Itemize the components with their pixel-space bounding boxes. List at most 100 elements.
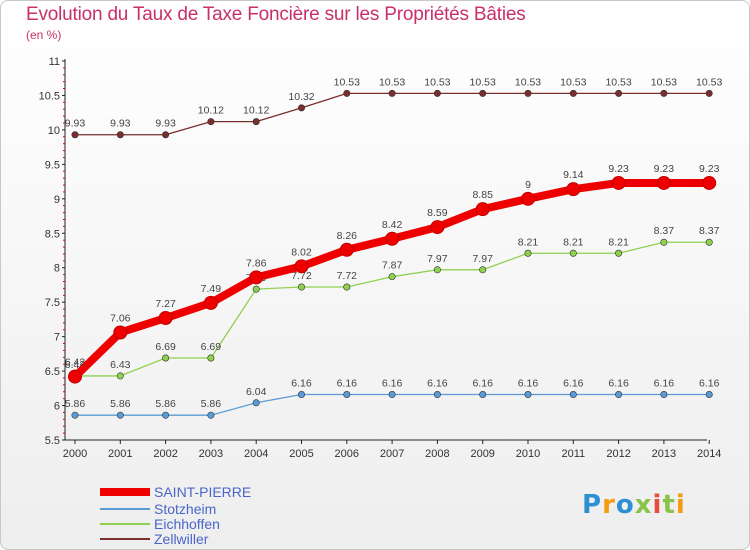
data-point: [252, 118, 260, 126]
data-label: 5.86: [65, 398, 86, 410]
data-point: [343, 391, 351, 399]
data-point: [660, 391, 668, 399]
data-point: [207, 411, 215, 419]
data-point: [433, 391, 441, 399]
y-tick-label: 6: [54, 401, 60, 413]
data-point: [615, 249, 623, 257]
chart-subtitle: (en %): [26, 28, 62, 42]
legend-swatch: [100, 508, 150, 510]
data-label: 9.23: [608, 163, 629, 175]
data-point: [479, 391, 487, 399]
data-label: 9: [525, 179, 531, 191]
data-label: 10.53: [605, 76, 631, 88]
data-point: [569, 391, 577, 399]
data-label: 6.16: [472, 378, 493, 390]
legend-item-saint-pierre[interactable]: SAINT-PIERRE: [100, 484, 300, 500]
data-label: 7.86: [246, 257, 267, 269]
data-point: [656, 175, 671, 190]
data-label: 7.72: [337, 270, 358, 282]
data-label: 6.16: [427, 378, 448, 390]
data-label: 8.02: [291, 246, 312, 258]
x-tick-label: 2007: [380, 448, 404, 460]
legend-label: Zellwiller: [154, 531, 209, 547]
data-label: 7.97: [472, 253, 493, 265]
logo-letter: i: [652, 490, 663, 520]
x-tick-label: 2000: [63, 448, 87, 460]
data-point: [566, 182, 581, 197]
data-point: [433, 266, 441, 274]
y-tick-label: 7: [54, 332, 60, 344]
logo-letter: r: [602, 490, 616, 520]
data-point: [615, 89, 623, 97]
x-tick-label: 2005: [289, 448, 313, 460]
data-label: 8.21: [518, 236, 539, 248]
legend-swatch: [100, 488, 150, 496]
y-tick-label: 10: [48, 125, 60, 137]
x-tick-label: 2014: [697, 448, 721, 460]
data-point: [113, 325, 128, 340]
data-point: [294, 259, 309, 274]
x-tick-label: 2013: [652, 448, 676, 460]
data-point: [524, 391, 532, 399]
data-label: 9.93: [110, 118, 131, 130]
data-point: [479, 266, 487, 274]
data-label: 10.53: [560, 76, 586, 88]
data-label: 8.85: [472, 189, 493, 201]
data-label: 10.53: [424, 76, 450, 88]
data-label: 7.97: [427, 253, 448, 265]
data-point: [207, 118, 215, 126]
data-point: [702, 175, 717, 190]
data-label: 9.93: [65, 118, 86, 130]
data-point: [252, 285, 260, 293]
data-point: [611, 175, 626, 190]
data-label: 5.86: [201, 398, 222, 410]
data-label: 7.27: [155, 298, 176, 310]
data-label: 8.42: [382, 219, 403, 231]
data-label: 10.53: [515, 76, 541, 88]
legend-item-zellwiller[interactable]: Zellwiller: [100, 531, 300, 547]
y-tick-label: 9.5: [45, 159, 60, 171]
data-label: 7.06: [110, 313, 131, 325]
y-tick-label: 11: [49, 56, 60, 68]
data-point: [71, 411, 79, 419]
data-point: [162, 131, 170, 139]
data-point: [524, 89, 532, 97]
x-tick-label: 2008: [425, 448, 449, 460]
x-tick-label: 2004: [244, 448, 268, 460]
data-point: [521, 191, 535, 206]
data-point: [68, 369, 82, 384]
data-label: 6.42: [65, 357, 86, 369]
data-label: 9.14: [563, 169, 584, 181]
data-label: 8.21: [563, 236, 584, 248]
data-label: 8.37: [699, 225, 720, 237]
data-point: [705, 238, 713, 246]
legend-item-eichhoffen[interactable]: Eichhoffen: [100, 516, 300, 532]
data-label: 10.32: [288, 91, 314, 103]
data-point: [249, 270, 264, 285]
data-label: 6.69: [201, 341, 222, 353]
data-point: [388, 273, 396, 281]
chart-title: Evolution du Taux de Taxe Foncière sur l…: [26, 4, 526, 25]
x-tick-label: 2001: [108, 448, 132, 460]
data-point: [660, 238, 668, 246]
data-label: 6.16: [382, 378, 403, 390]
data-point: [475, 202, 490, 217]
x-tick-label: 2002: [153, 448, 177, 460]
data-label: 6.16: [563, 378, 584, 390]
data-label: 8.59: [427, 207, 448, 219]
data-point: [297, 391, 305, 399]
x-tick-label: 2011: [561, 448, 585, 460]
data-point: [479, 89, 487, 97]
data-label: 10.53: [651, 76, 677, 88]
data-point: [207, 354, 215, 362]
legend-item-stotzheim[interactable]: Stotzheim: [100, 501, 300, 517]
data-point: [388, 89, 396, 97]
data-point: [524, 249, 532, 257]
data-label: 10.53: [334, 76, 360, 88]
data-point: [385, 231, 400, 246]
data-point: [339, 242, 354, 257]
legend-label: SAINT-PIERRE: [154, 484, 252, 500]
data-point: [343, 283, 351, 291]
